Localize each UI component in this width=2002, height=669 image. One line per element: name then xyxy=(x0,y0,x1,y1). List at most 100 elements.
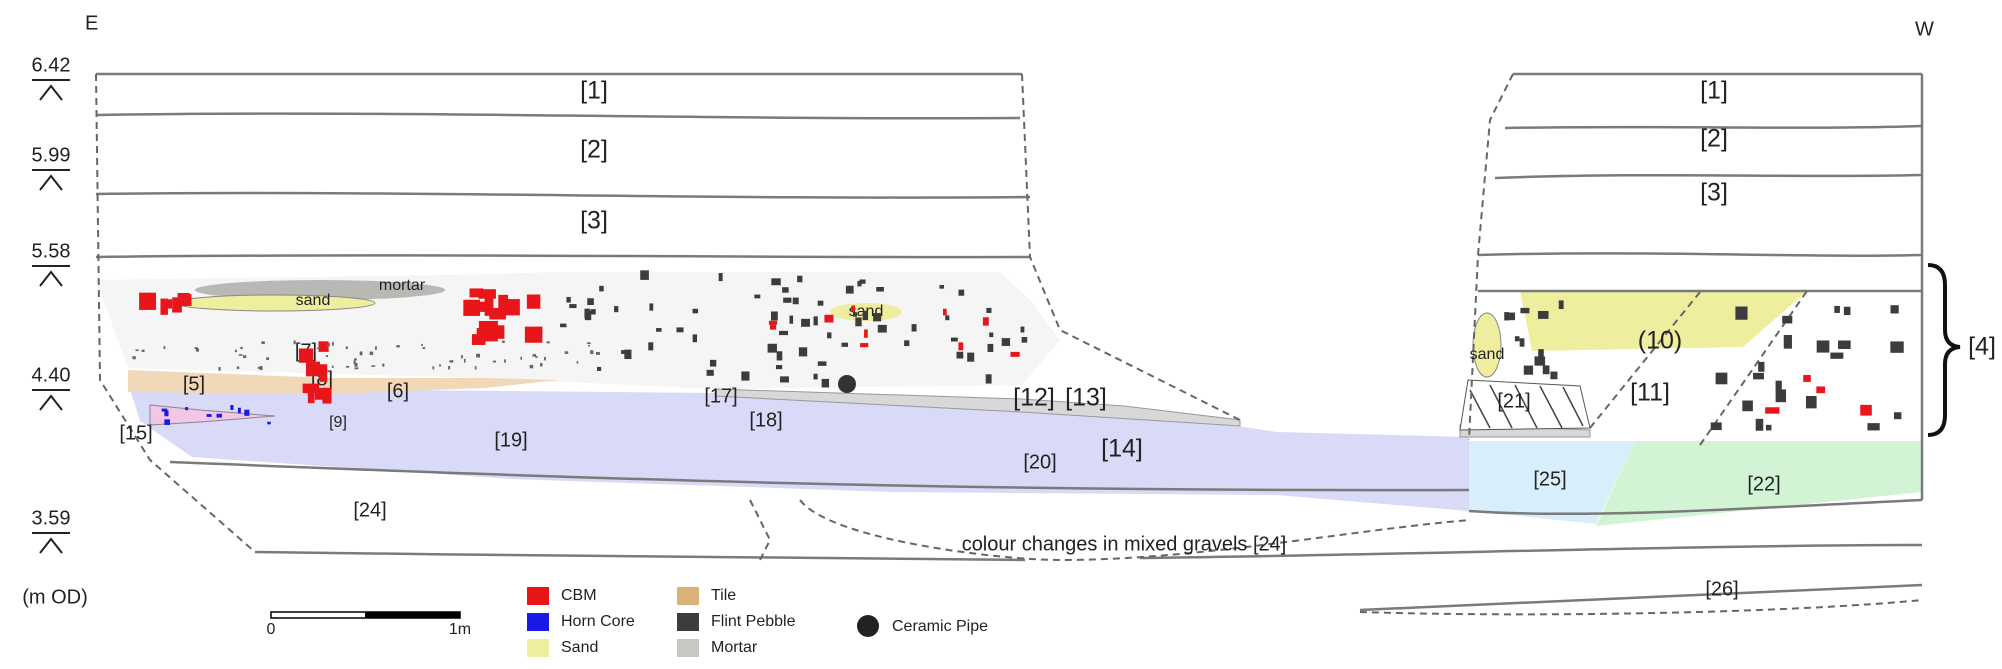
section-edge xyxy=(1022,74,1240,420)
context-line xyxy=(1495,175,1922,178)
inclusion xyxy=(590,350,593,354)
inclusion xyxy=(584,309,590,318)
layer-label: [5] xyxy=(183,373,205,395)
legend-swatch xyxy=(677,613,699,631)
inclusion xyxy=(230,405,233,410)
elevation: 5.99 xyxy=(32,144,71,166)
inclusion xyxy=(566,297,570,303)
inclusion xyxy=(864,329,868,337)
inclusion xyxy=(1766,425,1772,431)
inclusion xyxy=(741,371,749,380)
inclusion xyxy=(769,321,777,325)
inclusion xyxy=(160,299,167,315)
inclusion xyxy=(1559,300,1564,309)
inclusion xyxy=(1543,365,1550,374)
legend-label: Tile xyxy=(711,587,736,604)
inclusion xyxy=(355,363,358,367)
sand-lens xyxy=(1473,313,1501,377)
inclusion xyxy=(164,419,170,425)
inclusion xyxy=(1776,389,1786,402)
inclusion xyxy=(1758,362,1764,372)
inclusion xyxy=(185,407,188,410)
inclusion xyxy=(327,343,330,346)
legend-swatch xyxy=(527,639,549,657)
inclusion xyxy=(320,364,328,381)
layer-label: [13] xyxy=(1065,384,1107,412)
inclusion xyxy=(449,360,453,362)
inclusion xyxy=(1520,308,1529,313)
inclusion xyxy=(235,350,237,352)
inclusion xyxy=(1535,356,1546,365)
inclusion xyxy=(475,366,477,370)
inclusion xyxy=(771,278,780,285)
inclusion xyxy=(164,410,168,416)
inclusion xyxy=(319,341,329,352)
inclusion xyxy=(1817,340,1830,352)
layer-label: [3] xyxy=(1700,179,1728,207)
inclusion xyxy=(989,333,993,338)
scale-bar xyxy=(365,612,460,618)
inclusion xyxy=(1524,366,1533,375)
inclusion xyxy=(776,365,782,369)
legend-label: Horn Core xyxy=(561,613,635,630)
inclusion xyxy=(375,346,377,350)
inclusion xyxy=(1838,341,1851,349)
inclusion xyxy=(846,286,854,294)
inclusion xyxy=(818,361,827,365)
layer-label: [12] xyxy=(1013,384,1055,412)
layer-label: [11] xyxy=(1630,379,1670,407)
inclusion xyxy=(547,341,550,343)
context-line xyxy=(96,114,1020,119)
inclusion xyxy=(244,410,249,416)
context-line xyxy=(96,255,1030,257)
inclusion xyxy=(1716,373,1728,385)
inclusion xyxy=(988,344,994,352)
inclusion xyxy=(1860,405,1872,416)
inclusion xyxy=(958,342,963,350)
inclusion xyxy=(793,298,799,305)
inclusion xyxy=(587,298,594,305)
inclusion xyxy=(904,340,909,346)
layer-label: [18] xyxy=(749,409,782,431)
layer-label: (10) xyxy=(1638,327,1682,355)
inclusion xyxy=(597,367,601,371)
inclusion xyxy=(771,311,778,320)
legend-swatch xyxy=(527,587,549,605)
legend-label: Ceramic Pipe xyxy=(892,618,988,635)
inclusion xyxy=(1890,341,1903,352)
inclusion xyxy=(1890,305,1898,313)
layer-label: [3] xyxy=(580,207,608,235)
context-line xyxy=(1478,253,1922,255)
inclusion xyxy=(207,414,212,417)
legend-label: Mortar xyxy=(711,639,758,656)
inclusion xyxy=(346,346,348,349)
inclusion xyxy=(676,327,683,332)
inclusion xyxy=(1803,375,1811,382)
inclusion xyxy=(827,332,831,338)
section-drawing: E W 6.42 5.99 5.58 4.40 3.59 (m OD) mort… xyxy=(0,0,2002,669)
inclusion xyxy=(754,295,760,299)
layer-label: [4] xyxy=(1968,333,1996,361)
inclusion xyxy=(1504,312,1509,320)
inclusion xyxy=(478,289,495,299)
inclusion xyxy=(326,355,328,357)
inclusion xyxy=(777,351,783,360)
inclusion xyxy=(959,290,965,296)
note: colour changes in mixed gravels [24] xyxy=(962,533,1287,555)
inclusion xyxy=(983,317,989,325)
inclusion xyxy=(432,366,434,369)
inclusion xyxy=(139,293,156,310)
layer-label: [25] xyxy=(1533,468,1566,490)
note: sand xyxy=(1470,346,1505,363)
inclusion xyxy=(332,342,334,346)
inclusion xyxy=(322,388,331,404)
layer-label: [21] xyxy=(1497,390,1530,412)
inclusion xyxy=(544,357,546,360)
inclusion xyxy=(813,374,817,380)
inclusion xyxy=(656,328,661,332)
orientation: W xyxy=(1915,18,1934,40)
legend-label: CBM xyxy=(561,587,597,604)
inclusion xyxy=(1830,353,1843,359)
inclusion xyxy=(266,357,269,360)
inclusion xyxy=(860,343,868,347)
